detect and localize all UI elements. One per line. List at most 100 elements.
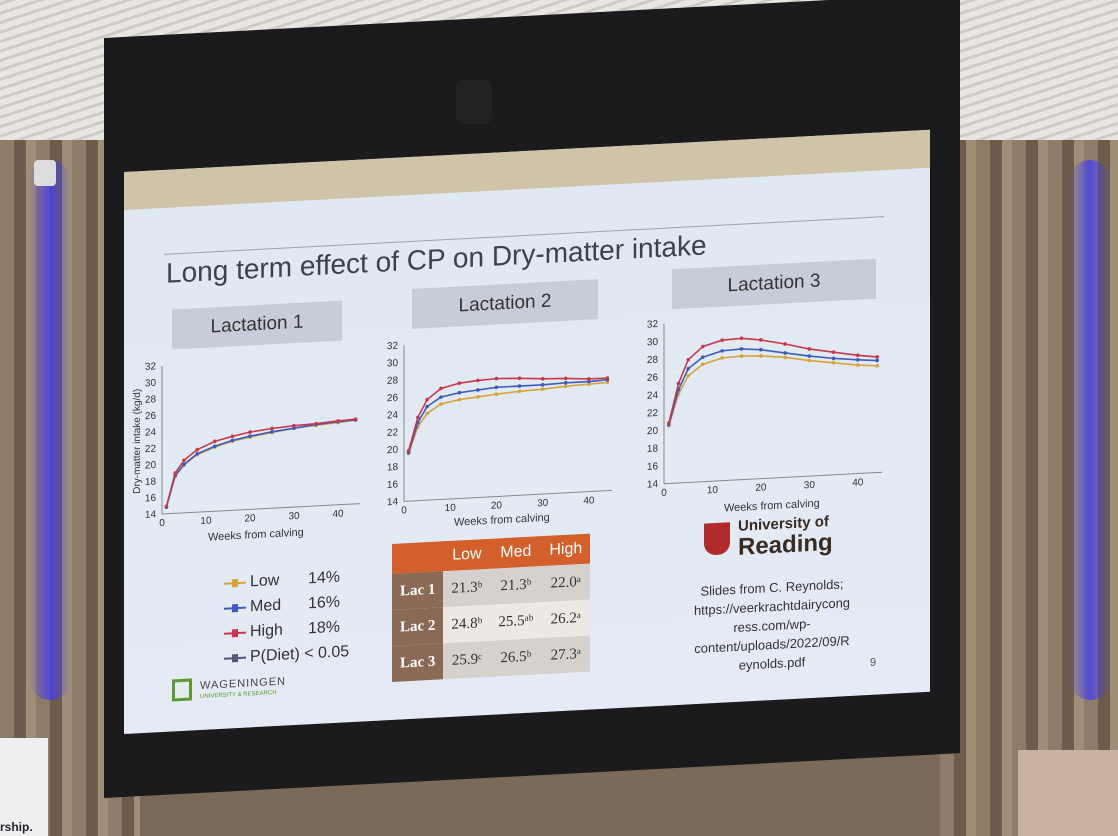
- table-cell: 26.5ᵇ: [490, 638, 542, 677]
- data-point-high: [831, 350, 836, 354]
- data-point-high: [517, 376, 522, 381]
- data-point-high: [195, 447, 199, 452]
- x-tick-label: 10: [200, 515, 212, 527]
- y-axis-label: Dry-matter intake (kg/d): [132, 389, 143, 495]
- y-tick-label: 14: [145, 509, 157, 521]
- y-tick-label: 28: [387, 375, 399, 387]
- slide-title: Long term effect of CP on Dry-matter int…: [166, 229, 707, 289]
- data-point-high: [164, 504, 169, 509]
- data-point-med: [476, 388, 480, 392]
- data-point-low: [425, 411, 429, 416]
- y-tick-label: 14: [647, 479, 659, 491]
- data-point-med: [540, 383, 545, 387]
- y-tick-label: 22: [387, 427, 399, 439]
- data-point-high: [875, 355, 879, 359]
- legend-label-low: Low: [250, 571, 280, 590]
- legend-label-high: High: [250, 621, 283, 640]
- data-point-high: [563, 376, 568, 381]
- data-point-high: [739, 336, 744, 341]
- data-point-low: [476, 395, 480, 399]
- table-cell: 22.0ᵃ: [541, 563, 591, 603]
- table-cell: 25.9ᶜ: [443, 640, 491, 680]
- data-point-med: [248, 434, 252, 439]
- x-tick-label: 30: [804, 480, 816, 492]
- data-point-high: [700, 344, 705, 349]
- data-point-med: [720, 349, 724, 353]
- data-point-high: [248, 430, 252, 434]
- data-point-low: [517, 389, 522, 394]
- y-tick-label: 14: [387, 497, 399, 509]
- series-line-med: [165, 419, 356, 508]
- y-tick-label: 18: [387, 462, 399, 474]
- x-tick-label: 30: [288, 511, 300, 523]
- data-point-low: [739, 354, 744, 358]
- data-point-med: [783, 351, 787, 355]
- x-axis-line: [664, 471, 882, 485]
- y-tick-label: 16: [647, 461, 659, 473]
- x-tick-label: 20: [755, 482, 767, 494]
- table-row-label: Lac 2: [392, 607, 444, 646]
- room-sign-text: rship.: [0, 820, 33, 834]
- data-point-med: [182, 462, 186, 467]
- x-tick-label: 10: [707, 485, 719, 497]
- y-tick-label: 28: [647, 355, 659, 367]
- data-point-low: [457, 397, 462, 402]
- x-tick-label: 40: [583, 495, 595, 507]
- data-point-high: [336, 419, 340, 423]
- y-tick-label: 32: [145, 361, 157, 373]
- legend-swatch-pdiet: [224, 656, 246, 660]
- data-point-med: [439, 395, 443, 399]
- data-point-high: [476, 378, 480, 383]
- blue-light-right: [1070, 160, 1110, 700]
- series-line-low: [407, 381, 608, 454]
- table-header-low: Low: [443, 538, 491, 572]
- y-tick-label: 26: [647, 372, 659, 384]
- legend-pct-high: 18%: [308, 618, 341, 637]
- data-point-high: [807, 347, 812, 351]
- data-point-med: [195, 451, 199, 456]
- data-point-high: [667, 421, 671, 425]
- table-cell: 26.2ᵃ: [541, 599, 591, 639]
- shield-icon: [704, 522, 730, 556]
- dmi-table: Low Med High Lac 1 21.3ᵇ 21.3ᵇ 22.0ᵃ Lac…: [392, 533, 591, 682]
- table-header-med: Med: [490, 536, 542, 569]
- y-tick-label: 20: [647, 426, 659, 438]
- legend-swatch-med: [224, 606, 246, 610]
- data-point-high: [759, 338, 763, 342]
- data-point-low: [494, 392, 499, 397]
- data-point-med: [517, 384, 522, 388]
- y-tick-label: 16: [145, 493, 157, 505]
- y-tick-label: 32: [387, 341, 399, 353]
- ceiling-lamp: [34, 160, 56, 186]
- y-tick-label: 24: [145, 427, 157, 439]
- data-point-high: [494, 376, 499, 381]
- wur-line-2: UNIVERSITY & RESEARCH: [200, 690, 277, 701]
- panel-label-lactation-2: Lactation 2: [412, 279, 598, 329]
- series-line-med: [668, 348, 878, 425]
- series-line-high: [165, 418, 356, 507]
- data-point-high: [406, 449, 411, 453]
- data-point-high: [457, 381, 462, 385]
- y-tick-label: 20: [145, 460, 157, 472]
- legend: Low 14% Med 16% High 18% P(Diet) < 0.05: [224, 564, 358, 671]
- data-point-low: [587, 382, 591, 386]
- data-point-med: [457, 390, 462, 395]
- table-cell: 25.5ᵃᵇ: [490, 602, 542, 641]
- data-point-high: [855, 353, 860, 358]
- data-point-med: [563, 380, 568, 385]
- legend-label-med: Med: [250, 596, 282, 615]
- y-tick-label: 24: [387, 410, 399, 422]
- y-tick-label: 22: [647, 408, 659, 420]
- x-tick-label: 0: [159, 518, 165, 529]
- data-point-med: [739, 347, 744, 351]
- data-point-low: [875, 364, 879, 368]
- data-point-med: [759, 347, 763, 352]
- x-tick-label: 30: [537, 498, 549, 510]
- data-point-med: [230, 438, 235, 443]
- table-header-high: High: [541, 533, 591, 567]
- legend-pct-med: 16%: [308, 593, 341, 612]
- data-point-high: [182, 458, 186, 463]
- chart-lactation-3: 14 16 18 20 22 24 26 28 30 32 0 10 20 30 40: [647, 319, 882, 499]
- x-tick-label: 20: [491, 500, 503, 512]
- slide: Long term effect of CP on Dry-matter int…: [124, 129, 930, 734]
